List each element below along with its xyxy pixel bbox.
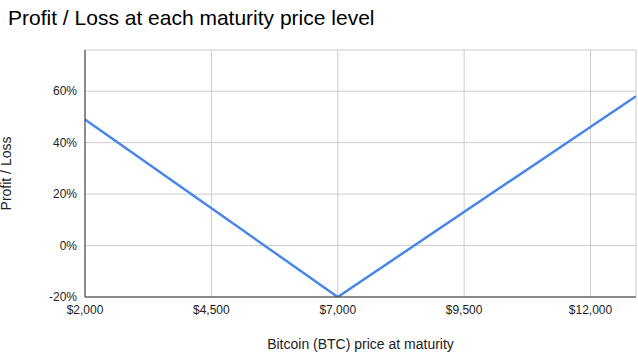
- svg-text:Bitcoin (BTC) price at maturit: Bitcoin (BTC) price at maturity: [267, 336, 454, 352]
- svg-text:60%: 60%: [53, 84, 77, 98]
- svg-text:40%: 40%: [53, 136, 77, 150]
- svg-text:$9,500: $9,500: [446, 303, 483, 317]
- svg-text:$12,000: $12,000: [569, 303, 613, 317]
- svg-text:$4,500: $4,500: [193, 303, 230, 317]
- svg-text:-20%: -20%: [49, 290, 77, 304]
- svg-text:$7,000: $7,000: [319, 303, 356, 317]
- svg-text:0%: 0%: [60, 239, 78, 253]
- svg-text:$2,000: $2,000: [67, 303, 104, 317]
- svg-text:Profit / Loss: Profit / Loss: [8, 137, 14, 211]
- html-text:Profit / Loss at each maturity: Profit / Loss at each maturity price lev…: [8, 6, 375, 29]
- svg-text:20%: 20%: [53, 187, 77, 201]
